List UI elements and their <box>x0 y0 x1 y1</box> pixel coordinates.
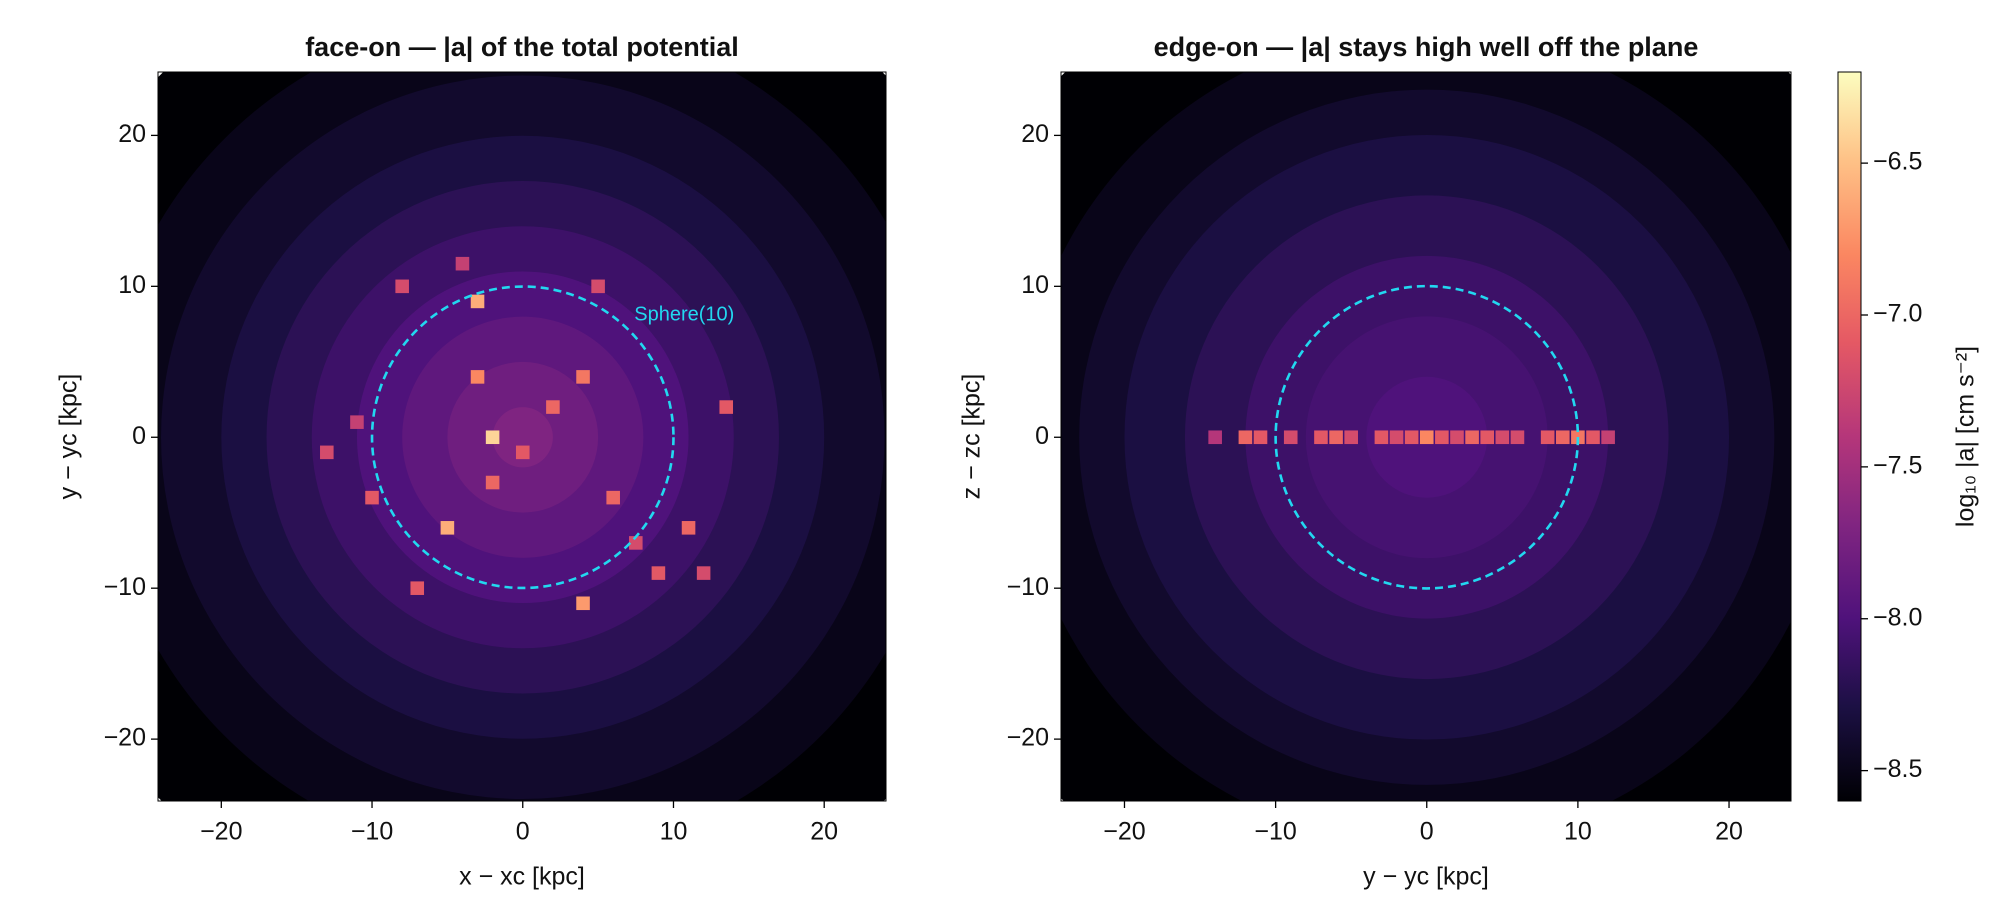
colorbar-tick-label: −8.0 <box>1873 603 1922 631</box>
clump <box>1329 430 1343 445</box>
x-tick-label: 20 <box>810 818 838 846</box>
x-tick-label: −10 <box>351 818 393 846</box>
clump <box>1480 430 1495 445</box>
clump <box>1465 430 1479 445</box>
y-tick-label: 0 <box>1035 422 1049 450</box>
y-axis-label: y − yc [kpc] <box>55 374 83 500</box>
clump <box>1238 430 1253 445</box>
clump <box>485 475 500 490</box>
clump <box>1586 430 1600 445</box>
clump <box>1344 430 1358 445</box>
x-tick-label: 10 <box>660 818 688 846</box>
chart-title: face-on — |a| of the total potential <box>305 32 739 62</box>
chart-title: edge-on — |a| stays high well off the pl… <box>1154 32 1699 62</box>
clump <box>365 490 379 505</box>
x-tick-label: −20 <box>200 818 242 846</box>
y-tick-label: 10 <box>1021 271 1049 299</box>
clump <box>591 279 605 294</box>
x-tick-label: −20 <box>1103 818 1145 846</box>
sphere-label: Sphere(10) <box>634 303 734 325</box>
x-tick-label: 10 <box>1564 818 1592 846</box>
clump <box>440 521 455 535</box>
heatmap <box>158 72 886 801</box>
y-tick-label: −10 <box>104 573 146 601</box>
clump <box>1450 430 1464 445</box>
clump <box>470 294 485 309</box>
clump <box>1404 430 1419 445</box>
x-axis-label: x − xc [kpc] <box>459 863 585 891</box>
clump <box>1314 430 1328 445</box>
clump <box>1540 430 1555 445</box>
clump <box>455 256 470 271</box>
clump <box>485 430 500 445</box>
colorbar-tick-label: −6.5 <box>1873 148 1922 176</box>
sphere-circle <box>370 285 675 590</box>
y-axis-label: z − zc [kpc] <box>958 374 986 500</box>
colorbar-tick-label: −8.5 <box>1873 755 1922 783</box>
clump <box>1601 430 1615 445</box>
y-tick-label: −10 <box>1007 573 1049 601</box>
x-tick-label: 20 <box>1715 818 1743 846</box>
clump <box>629 536 643 550</box>
clump <box>350 415 364 429</box>
colorbar-tick-label: −7.0 <box>1873 300 1922 328</box>
clump <box>410 581 425 595</box>
clump <box>576 596 590 611</box>
x-tick-label: 0 <box>1420 818 1434 846</box>
clump <box>681 521 696 535</box>
clump <box>651 566 666 580</box>
clump <box>1374 430 1389 445</box>
x-axis-label: y − yc [kpc] <box>1363 863 1489 891</box>
clump <box>696 566 711 580</box>
clump <box>1283 430 1298 445</box>
clump <box>719 400 734 414</box>
clump <box>470 370 485 384</box>
plot-frame <box>157 71 887 802</box>
y-tick-label: 10 <box>118 271 146 299</box>
clump <box>1208 430 1222 445</box>
y-tick-label: 20 <box>118 120 146 148</box>
y-tick-label: 0 <box>132 422 146 450</box>
y-tick-label: −20 <box>104 724 146 752</box>
clump <box>606 490 620 505</box>
x-tick-label: −10 <box>1254 818 1296 846</box>
plot-frame <box>1060 71 1792 802</box>
colorbar <box>1837 71 1862 802</box>
clump <box>546 400 560 414</box>
clump <box>515 445 530 460</box>
heatmap <box>1061 72 1791 801</box>
clump <box>1495 430 1510 445</box>
x-tick-label: 0 <box>516 818 530 846</box>
colorbar-label: log₁₀ |a| [cm s⁻²] <box>1952 346 1980 527</box>
clump <box>1389 430 1404 445</box>
profile-ring <box>492 407 553 468</box>
clump <box>395 279 409 294</box>
colorbar-tick-label: −7.5 <box>1873 451 1922 479</box>
clump <box>1419 430 1434 445</box>
clump <box>1253 430 1268 445</box>
clump <box>320 445 334 460</box>
clump <box>1435 430 1449 445</box>
clump <box>1510 430 1525 445</box>
clump <box>576 370 590 384</box>
clump <box>1555 430 1570 445</box>
sphere-circle <box>1274 284 1580 590</box>
y-tick-label: 20 <box>1021 120 1049 148</box>
y-tick-label: −20 <box>1007 724 1049 752</box>
